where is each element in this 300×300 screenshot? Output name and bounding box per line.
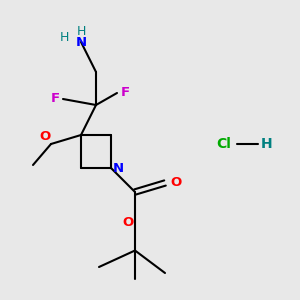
Text: O: O <box>170 176 182 190</box>
Text: H: H <box>60 31 69 44</box>
Text: H: H <box>261 137 273 151</box>
Text: N: N <box>75 35 87 49</box>
Text: O: O <box>40 130 51 142</box>
Text: Cl: Cl <box>216 137 231 151</box>
Text: F: F <box>50 92 59 106</box>
Text: N: N <box>112 161 124 175</box>
Text: H: H <box>76 25 86 38</box>
Text: O: O <box>122 215 134 229</box>
Text: F: F <box>121 86 130 100</box>
